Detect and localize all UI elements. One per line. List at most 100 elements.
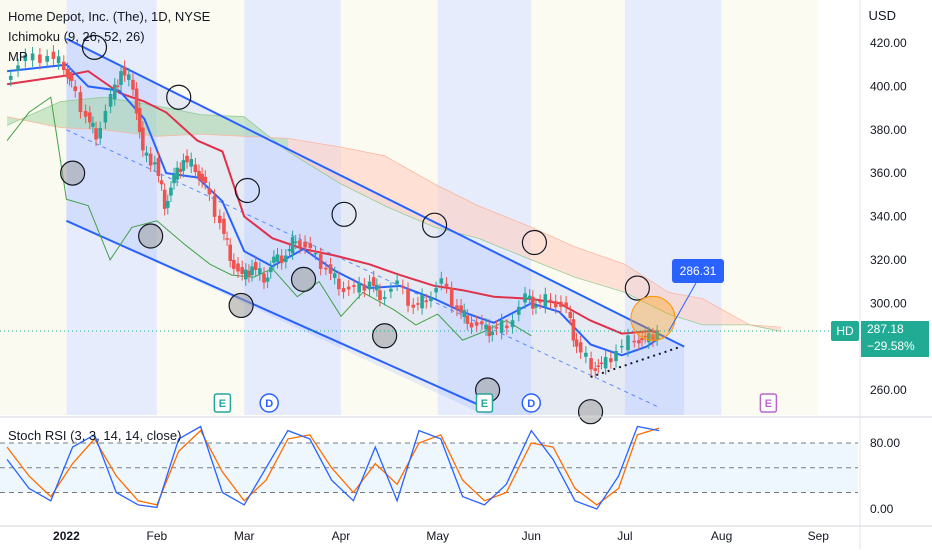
candle-body (357, 283, 361, 293)
candle-body (69, 74, 74, 81)
pivot-circle (372, 323, 398, 349)
candle-body (119, 71, 123, 85)
candle-body (8, 75, 13, 80)
candle-body (474, 322, 479, 326)
candle-body (83, 110, 88, 117)
channel-lower (65, 219, 485, 409)
candle-body (434, 288, 438, 293)
candle-body (159, 180, 164, 185)
candle-body (116, 85, 120, 88)
y-tick-label: 380.00 (870, 123, 907, 137)
candle-body (65, 69, 70, 78)
highlight-circle (630, 295, 676, 341)
candle-body (265, 277, 270, 282)
candle-body (655, 331, 659, 340)
candle-body (401, 285, 405, 288)
pivot-circle (234, 177, 260, 204)
candle-body (367, 281, 372, 290)
candle-body (647, 333, 651, 343)
candle-body (73, 86, 78, 92)
candle-body (553, 301, 558, 308)
candle-body (395, 280, 399, 285)
cloud-segment (434, 183, 479, 239)
candle-body (444, 283, 449, 287)
candle-body (416, 303, 420, 305)
ichimoku-legend[interactable]: Ichimoku (9, 26, 52, 26) (8, 29, 145, 44)
support-line (590, 345, 682, 378)
dividend-marker[interactable]: D (259, 393, 279, 413)
candle-body (78, 92, 83, 113)
y-tick-label: 420.00 (870, 36, 907, 50)
candle-body (505, 325, 509, 329)
candle-body (290, 237, 295, 254)
candle-body (207, 188, 212, 195)
candle-body (571, 319, 576, 341)
candle-body (543, 294, 548, 307)
candle-body (449, 288, 454, 307)
cloud-segment (531, 227, 575, 278)
dividend-marker[interactable]: D (521, 393, 542, 413)
candle-body (603, 357, 608, 369)
x-tick-label: Jun (522, 529, 541, 543)
candle-body (480, 321, 484, 324)
month-band (66, 0, 157, 415)
pivot-circle (138, 223, 164, 249)
dividend-icon (521, 393, 542, 413)
last-price-value: 287.18 (867, 322, 904, 337)
pivot-circle (228, 292, 254, 319)
candle-body (609, 358, 613, 363)
candle-body (253, 262, 258, 270)
candle-body (389, 288, 393, 292)
candle-body (490, 331, 495, 336)
month-band (721, 0, 819, 415)
candle-body (564, 302, 568, 307)
earnings-marker[interactable]: E (213, 393, 232, 413)
candle-body (527, 295, 532, 299)
stoch-rsi-legend[interactable]: Stoch RSI (3, 3, 14, 14, close) (8, 428, 182, 443)
price-callout[interactable]: 286.31 (672, 259, 724, 283)
earnings-marker[interactable]: E (759, 393, 778, 413)
candle-body (94, 128, 98, 140)
candle-body (122, 66, 127, 76)
pivot-circle (290, 266, 317, 292)
candle-body (378, 290, 382, 300)
candle-body (341, 288, 346, 293)
mp-legend[interactable]: MP (8, 49, 28, 64)
candle-body (337, 278, 341, 290)
candle-body (599, 362, 604, 365)
candle-body (112, 84, 117, 100)
candle-body (375, 284, 379, 291)
x-tick-label: 2022 (53, 529, 80, 543)
x-tick-label: Apr (332, 529, 351, 543)
candle-body (56, 56, 61, 64)
cloud-segment (574, 246, 625, 293)
earnings-icon (759, 393, 778, 413)
cloud-segment (478, 205, 532, 260)
candle-body (584, 352, 588, 357)
candle-body (16, 65, 20, 71)
earnings-marker[interactable]: E (475, 393, 494, 413)
candle-body (429, 297, 433, 302)
candle-body (181, 160, 186, 171)
y-tick-label: 340.00 (870, 210, 907, 224)
candle-body (308, 243, 313, 248)
candle-body (218, 215, 222, 224)
x-tick-label: Feb (147, 529, 168, 543)
candle-body (371, 277, 376, 286)
last-price-tag: HD 287.18 −29.58% (831, 321, 929, 358)
y-tick-label: 320.00 (870, 253, 907, 267)
last-price-box: 287.18 −29.58% (861, 321, 929, 358)
candle-body (144, 152, 149, 156)
candle-body (134, 88, 139, 114)
event-marker-label: E (219, 398, 226, 410)
cloud-segment (200, 114, 245, 137)
candle-body (499, 320, 504, 333)
candle-body (153, 162, 157, 165)
candle-body (459, 305, 463, 313)
candle-body (559, 301, 563, 307)
candle-body (169, 187, 173, 196)
candle-body (228, 244, 232, 261)
candle-body (240, 267, 244, 274)
candle-body (166, 200, 170, 208)
